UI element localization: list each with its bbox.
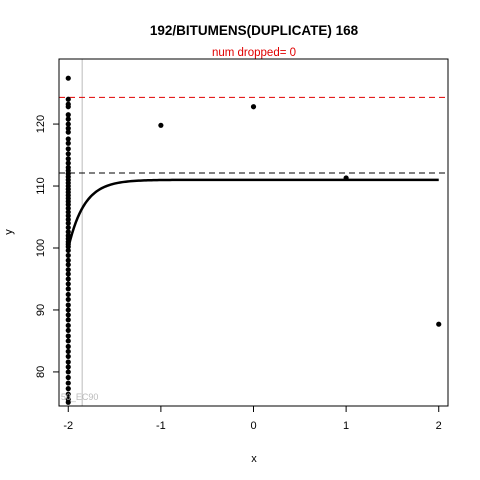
- data-point-column-62: [65, 359, 71, 365]
- data-point-column-39: [65, 244, 71, 250]
- data-point-column-10: [65, 140, 71, 146]
- plot-frame: [58, 58, 449, 407]
- data-point-column-45: [65, 271, 71, 277]
- vline-annotation: 50_EC90: [61, 392, 99, 402]
- x-tick-label-2: 2: [436, 420, 442, 432]
- data-point-column-48: [65, 286, 71, 292]
- y-tick-label-90: 90: [35, 304, 47, 316]
- axes: -2 -1 0 1 2 80 90 100 110 120: [35, 115, 442, 432]
- data-point-column-53: [65, 312, 71, 318]
- y-tick-label-120: 120: [35, 115, 47, 133]
- data-point-column-6: [65, 121, 71, 127]
- data-point-column-3: [65, 104, 71, 110]
- data-point-column-52: [65, 307, 71, 313]
- data-point-column-47: [65, 281, 71, 287]
- data-point-column-51: [65, 302, 71, 308]
- fitted-curve: [67, 178, 439, 249]
- data-point-column-50: [65, 296, 71, 303]
- data-point-column-70: [65, 399, 71, 405]
- y-tick-label-80: 80: [35, 366, 47, 378]
- x-axis-title: x: [251, 453, 257, 465]
- data-point-column-67: [65, 386, 71, 392]
- data-point-column-40: [65, 247, 71, 254]
- chart-subtitle: num dropped= 0: [212, 47, 296, 59]
- data-point-column-30: [65, 213, 71, 219]
- data-point-1: [250, 104, 257, 110]
- data-point-2: [343, 175, 349, 181]
- data-point-column-12: [65, 151, 71, 157]
- data-point-column-4: [65, 112, 71, 118]
- data-point-column-7: [65, 125, 71, 131]
- data-point-column-43: [65, 262, 71, 268]
- data-point-column-44: [65, 267, 71, 273]
- data-point-column-33: [65, 224, 71, 231]
- data-point-column-58: [65, 338, 71, 344]
- data-point-column-34: [65, 229, 71, 235]
- data-point-column-55: [65, 322, 71, 329]
- data-point-column-57: [65, 333, 71, 339]
- data-point-column-46: [65, 276, 71, 282]
- data-point-column-41: [65, 252, 71, 259]
- data-point-0: [158, 122, 164, 128]
- x-tick-label-0: 0: [250, 420, 256, 432]
- data-point-column-68: [65, 391, 71, 397]
- data-point-column-27: [65, 202, 71, 208]
- data-point-column-9: [65, 136, 71, 142]
- x-tick-label--2: -2: [63, 420, 73, 432]
- x-tick-label-1: 1: [343, 420, 349, 432]
- data-point-column-14: [65, 160, 71, 166]
- y-tick-label-110: 110: [35, 177, 47, 195]
- chart-title: 192/BITUMENS(DUPLICATE) 168: [150, 23, 359, 38]
- data-point-column-65: [65, 374, 71, 381]
- data-point-column-32: [65, 220, 71, 226]
- data-point-column-59: [65, 343, 71, 350]
- data-point-column-1: [65, 96, 71, 102]
- data-point-column-64: [65, 369, 71, 375]
- data-point-column-54: [65, 317, 71, 323]
- data-point-3: [436, 321, 442, 327]
- data-point-column-56: [65, 327, 71, 334]
- data-point-column-61: [65, 353, 71, 360]
- data-point-column-60: [65, 348, 71, 355]
- data-point-column-66: [65, 380, 71, 386]
- data-point-column-8: [65, 129, 71, 135]
- data-point-column-42: [65, 257, 71, 263]
- data-point-column-0: [65, 75, 71, 81]
- data-point-column-31: [65, 216, 71, 223]
- data-point-column-49: [65, 291, 71, 298]
- data-point-column-5: [65, 116, 71, 122]
- data-point-column-29: [65, 209, 71, 215]
- plot-area: [59, 59, 448, 406]
- data-point-column-11: [65, 146, 71, 152]
- x-tick-label--1: -1: [156, 420, 166, 432]
- data-point-column-63: [65, 364, 71, 370]
- data-point-column-28: [65, 205, 71, 211]
- y-axis-title: y: [3, 229, 15, 235]
- y-tick-label-100: 100: [35, 239, 47, 257]
- data-point-column-13: [65, 156, 71, 162]
